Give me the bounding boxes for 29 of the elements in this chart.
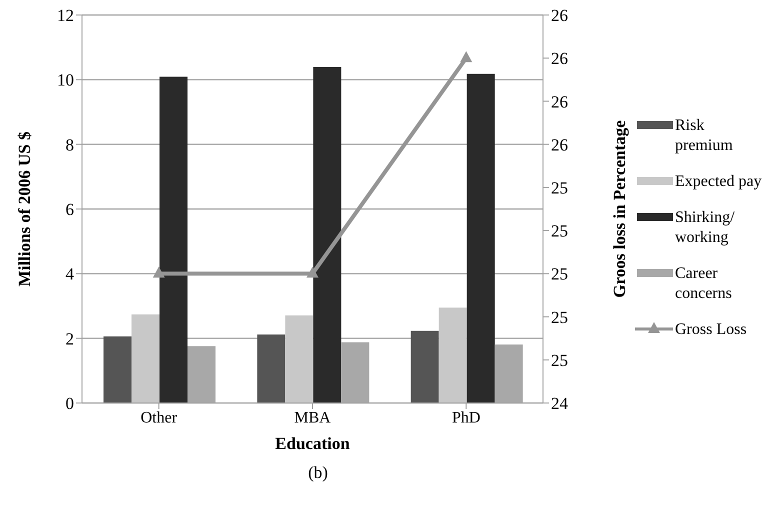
- y-tick-label: 10: [57, 70, 74, 90]
- y2-tick-label: 25: [551, 308, 568, 327]
- y2-tick-label: 25: [551, 264, 568, 284]
- legend-label: Shirking/ working: [675, 208, 736, 248]
- y2-tick-label: 26: [551, 92, 568, 112]
- y2-axis-title: Groos loss in Percentage: [610, 120, 630, 298]
- legend-label: Gross Loss: [675, 320, 747, 340]
- text: (b): [307, 463, 329, 483]
- y-tick-label: 2: [66, 329, 74, 348]
- y-tick-label: 4: [66, 264, 74, 284]
- y2-tick-label: 26: [551, 49, 568, 68]
- legend-label: Expected pay: [675, 172, 762, 192]
- y-tick-label: 0: [66, 394, 74, 414]
- y2-tick-label: 25: [551, 350, 568, 370]
- y2-tick-label: 25: [551, 222, 568, 241]
- x-tick-label: PhD: [452, 409, 480, 426]
- y2-tick-label: 26: [551, 135, 568, 154]
- x-axis-title: Education: [275, 434, 350, 453]
- legend-label: Career concerns: [675, 264, 733, 304]
- y-axis-title: Millions of 2006 US $: [15, 131, 34, 286]
- y-tick-label: 6: [66, 200, 74, 220]
- y-tick-label: 8: [66, 135, 74, 154]
- legend-label: Risk premium: [675, 116, 734, 156]
- x-tick-label: MBA: [294, 409, 332, 426]
- y-tick-label: 12: [57, 6, 74, 26]
- x-tick-label: Other: [140, 409, 178, 426]
- y2-tick-label: 24: [551, 394, 568, 414]
- y2-tick-label: 25: [551, 178, 568, 198]
- y2-tick-label: 26: [551, 6, 568, 26]
